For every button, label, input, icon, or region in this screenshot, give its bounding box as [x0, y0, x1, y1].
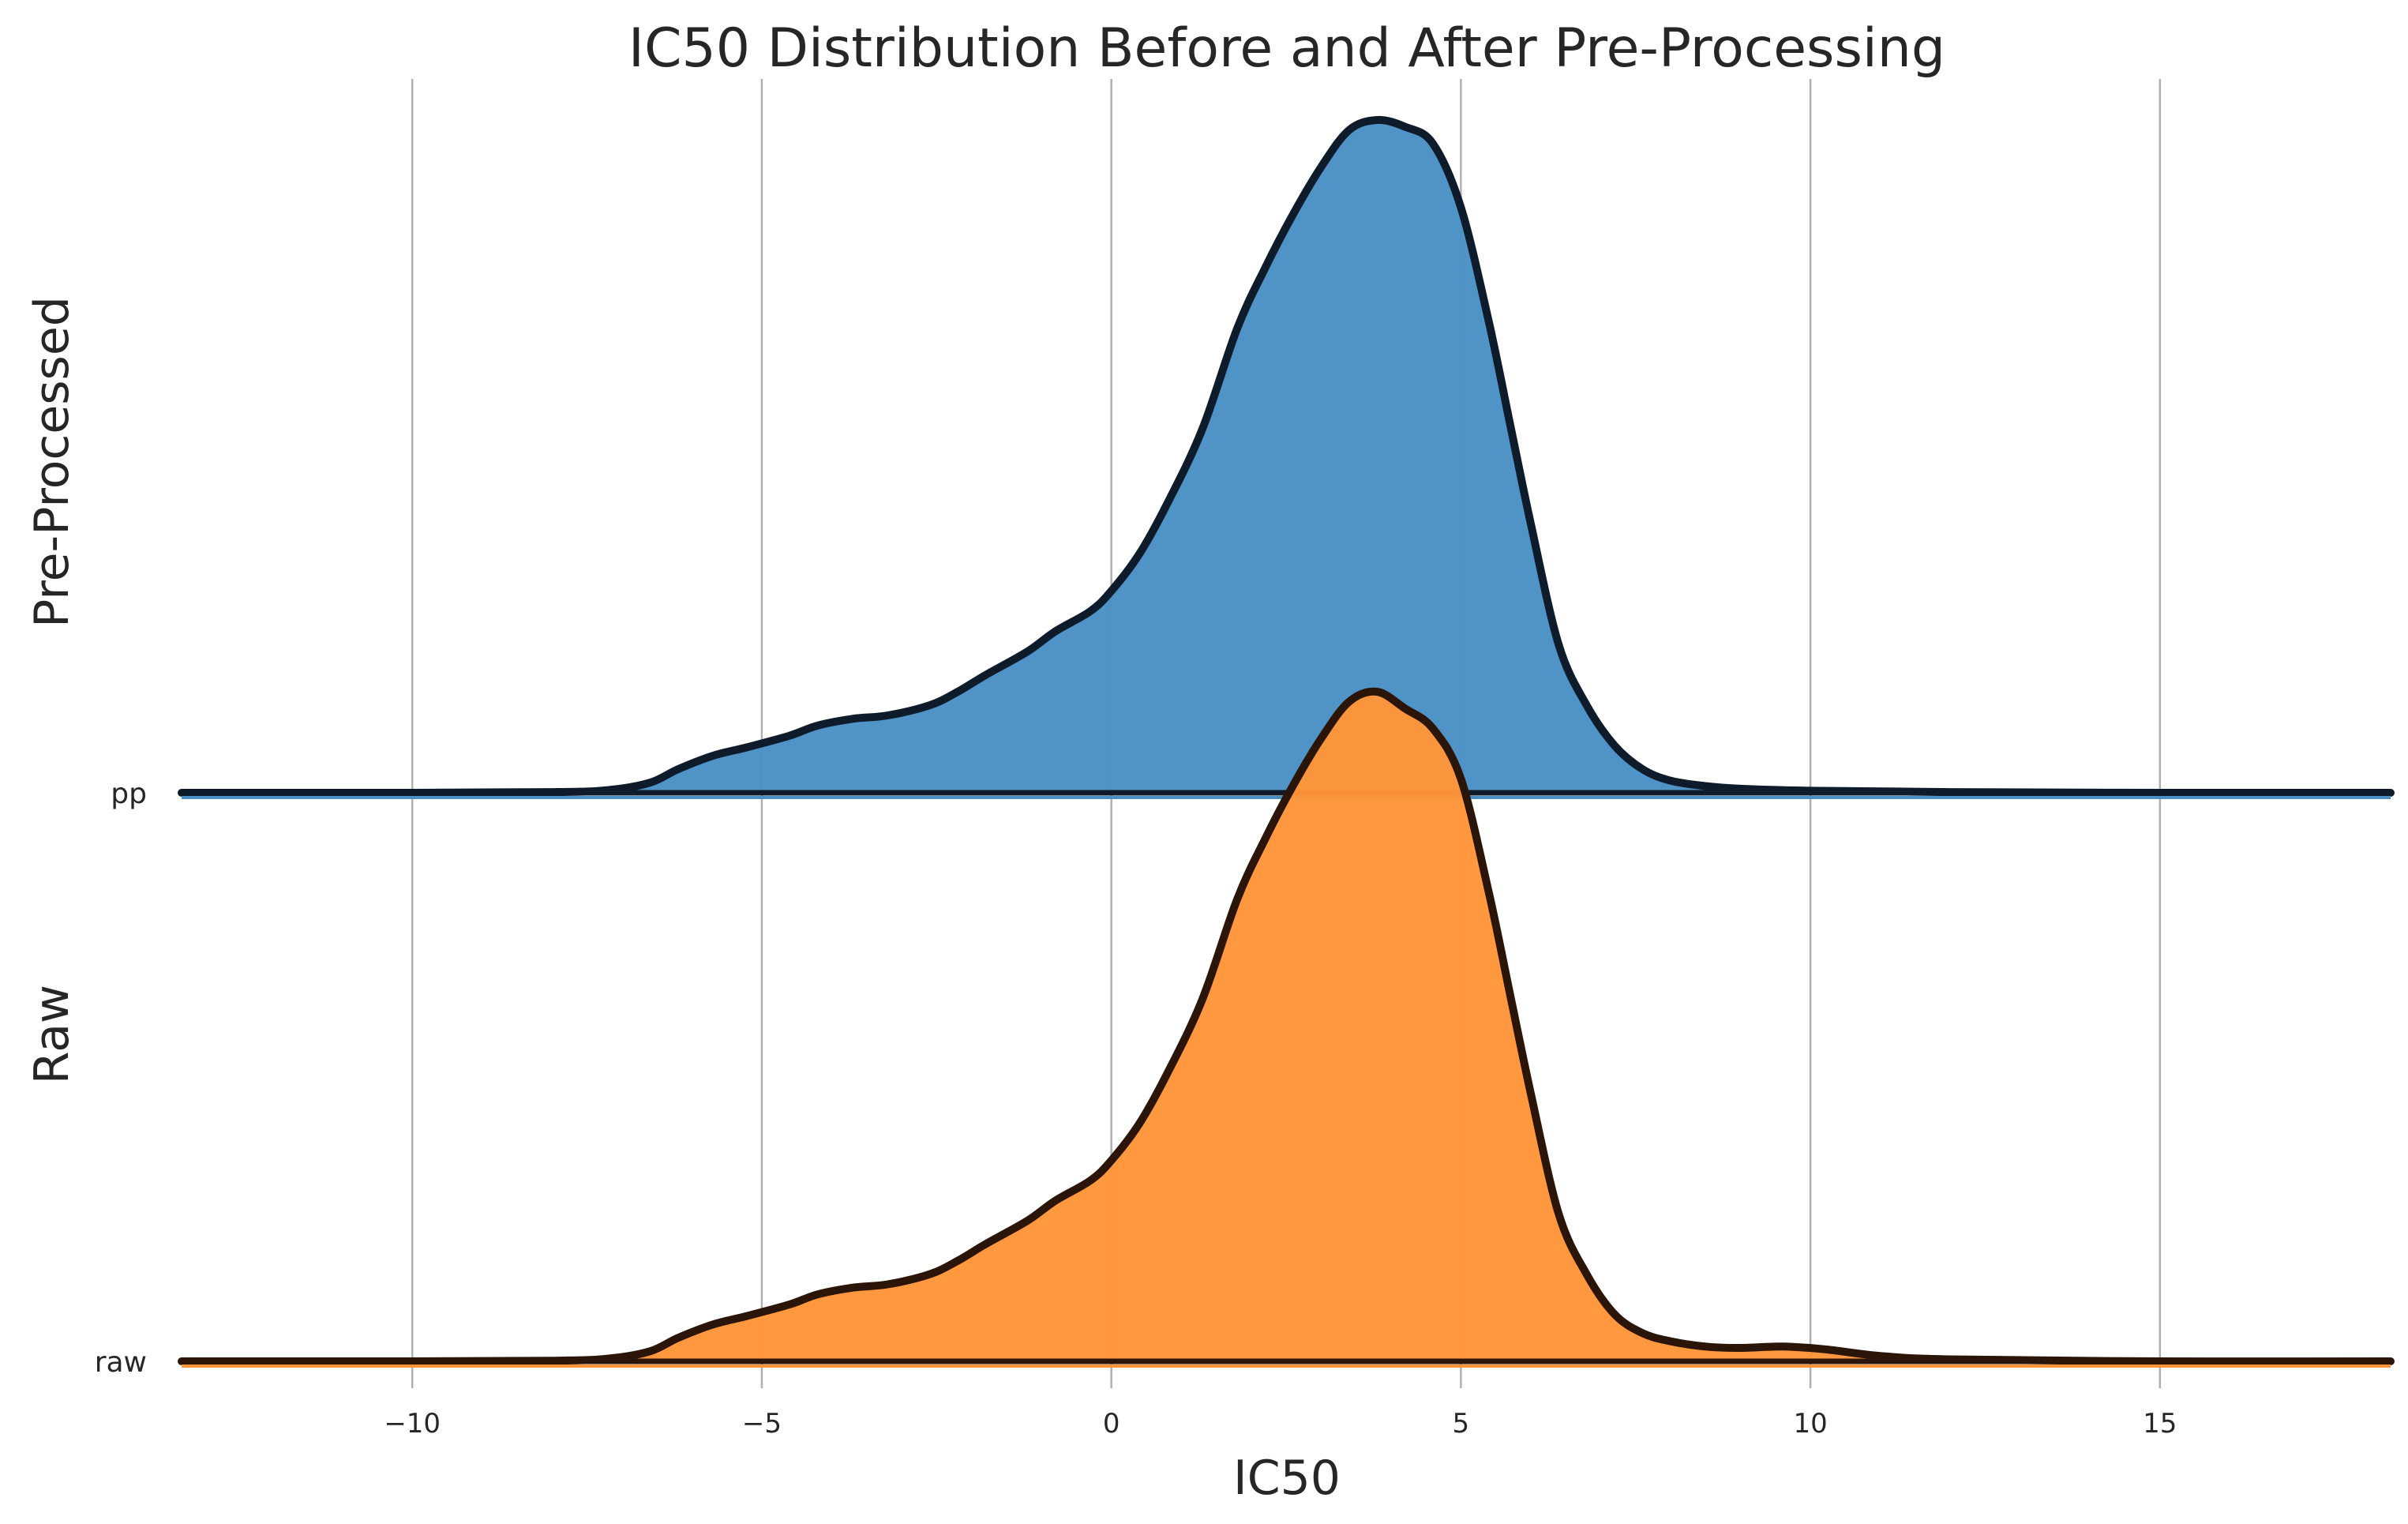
x-tick-labels: −10 −5 0 5 10 15	[384, 1408, 2177, 1440]
ridges	[178, 115, 2395, 1368]
ridge-raw	[178, 687, 2395, 1368]
category-labels: pp raw	[95, 778, 147, 1379]
x-tick-label-2: 0	[1103, 1408, 1120, 1440]
ridge-outline-raw	[178, 687, 2395, 1366]
x-tick-label-3: 5	[1453, 1408, 1470, 1440]
ridge-area-pp	[182, 119, 2391, 794]
x-tick-label-0: −10	[384, 1408, 441, 1440]
chart-title: IC50 Distribution Before and After Pre-P…	[628, 17, 1945, 80]
category-label-raw: raw	[95, 1346, 147, 1379]
x-axis-label: IC50	[1233, 1451, 1341, 1506]
x-tick-label-5: 15	[2143, 1408, 2177, 1440]
x-tick-label-4: 10	[1793, 1408, 1827, 1440]
group-label-raw: Raw	[24, 985, 80, 1084]
group-label-pp: Pre-Processed	[24, 296, 80, 628]
x-tick-label-1: −5	[742, 1408, 782, 1440]
ridge-outline-pp	[178, 115, 2395, 798]
category-label-pp: pp	[111, 778, 147, 810]
ridge-area-raw	[182, 691, 2391, 1362]
group-labels: Pre-Processed Raw	[24, 296, 80, 1084]
